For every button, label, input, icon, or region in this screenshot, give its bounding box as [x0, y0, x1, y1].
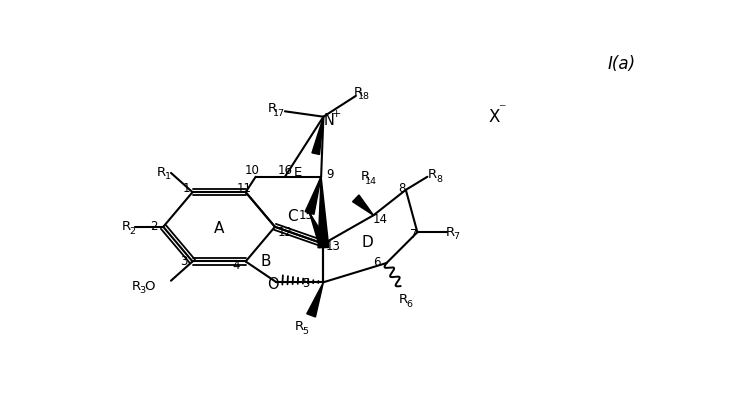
- Text: O: O: [268, 277, 279, 292]
- Text: I(a): I(a): [607, 55, 635, 73]
- Text: R: R: [268, 102, 277, 115]
- Text: R: R: [446, 226, 455, 239]
- Text: 10: 10: [245, 164, 259, 177]
- Text: E: E: [294, 166, 302, 179]
- Text: 8: 8: [398, 182, 405, 195]
- Polygon shape: [305, 177, 321, 214]
- Text: C: C: [287, 209, 298, 224]
- Text: 18: 18: [358, 92, 370, 101]
- Text: +: +: [332, 109, 341, 118]
- Text: 11: 11: [237, 182, 251, 195]
- Text: 1: 1: [183, 182, 190, 195]
- Text: N: N: [324, 113, 335, 128]
- Text: R: R: [132, 280, 141, 293]
- Text: 4: 4: [233, 259, 240, 272]
- Polygon shape: [307, 282, 324, 317]
- Polygon shape: [310, 213, 328, 246]
- Polygon shape: [318, 177, 329, 248]
- Text: R: R: [295, 320, 304, 333]
- Polygon shape: [312, 117, 324, 154]
- Polygon shape: [352, 195, 374, 215]
- Text: X: X: [489, 108, 500, 126]
- Text: B: B: [260, 254, 271, 269]
- Text: 7: 7: [454, 232, 460, 241]
- Text: 6: 6: [374, 256, 381, 269]
- Text: R: R: [157, 166, 167, 179]
- Text: 3: 3: [139, 286, 145, 295]
- Text: R: R: [399, 293, 408, 307]
- Text: 8: 8: [436, 175, 442, 184]
- Text: R: R: [428, 168, 437, 181]
- Text: 6: 6: [407, 300, 413, 309]
- Text: 13: 13: [325, 239, 340, 252]
- Text: R: R: [354, 86, 363, 99]
- Text: D: D: [361, 235, 373, 250]
- Text: 5: 5: [302, 277, 310, 290]
- Text: 2: 2: [130, 227, 136, 236]
- Text: R: R: [360, 170, 369, 183]
- Text: A: A: [214, 221, 225, 236]
- Text: O: O: [144, 280, 155, 293]
- Text: R: R: [122, 220, 131, 233]
- Text: 3: 3: [181, 255, 188, 268]
- Text: 15: 15: [298, 209, 313, 222]
- Text: ⁻: ⁻: [498, 102, 506, 116]
- Text: 17: 17: [273, 109, 284, 118]
- Text: 9: 9: [326, 168, 334, 181]
- Text: 2: 2: [150, 220, 158, 233]
- Text: 16: 16: [277, 164, 293, 177]
- Text: 14: 14: [373, 213, 388, 226]
- Text: 1: 1: [165, 172, 171, 181]
- Text: 5: 5: [303, 327, 309, 336]
- Text: 14: 14: [365, 177, 377, 186]
- Text: 7: 7: [410, 228, 417, 241]
- Text: 12: 12: [277, 226, 293, 239]
